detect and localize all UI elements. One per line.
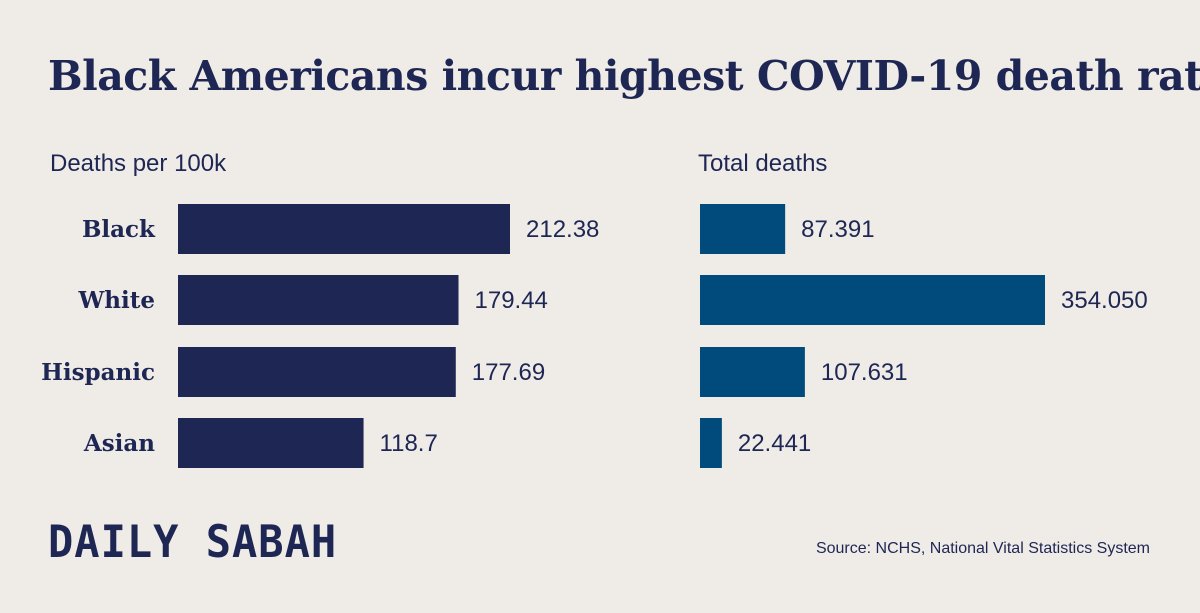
rate-chart-value-hispanic: 177.69 bbox=[472, 359, 545, 386]
total-chart-title: Total deaths bbox=[698, 150, 828, 177]
category-label-hispanic: Hispanic bbox=[41, 359, 155, 386]
rate-chart-value-white: 179.44 bbox=[475, 287, 548, 314]
source-note: Source: NCHS, National Vital Statistics … bbox=[815, 540, 1150, 557]
total-chart-bar-hispanic bbox=[700, 347, 805, 397]
rate-chart-value-black: 212.38 bbox=[526, 216, 599, 243]
total-chart-value-white: 354.050 bbox=[1061, 287, 1148, 314]
rate-chart-bar-black bbox=[178, 204, 510, 254]
category-label-white: White bbox=[77, 287, 155, 314]
total-chart-bar-asian bbox=[700, 418, 722, 468]
total-chart-value-black: 87.391 bbox=[801, 216, 874, 243]
total-chart-bar-white bbox=[700, 275, 1045, 325]
rate-chart-title: Deaths per 100k bbox=[50, 150, 227, 177]
chart-title: Black Americans incur highest COVID-19 d… bbox=[48, 52, 1200, 100]
total-bar-chart: 87.391 354.050 107.631 22.441 bbox=[700, 204, 1148, 468]
total-chart-bar-black bbox=[700, 204, 786, 254]
category-label-black: Black bbox=[82, 216, 156, 243]
category-label-asian: Asian bbox=[83, 430, 155, 457]
rate-chart-value-asian: 118.7 bbox=[380, 430, 438, 457]
daily-sabah-logo: DAILY SABAH bbox=[48, 516, 338, 568]
rate-chart-bar-asian bbox=[178, 418, 364, 468]
rate-chart-bar-white bbox=[178, 275, 459, 325]
rate-chart-bar-hispanic bbox=[178, 347, 456, 397]
rate-bar-chart: 212.38 Black 179.44 White 177.69 Hispanic 118.… bbox=[41, 204, 599, 468]
total-chart-value-asian: 22.441 bbox=[738, 430, 811, 457]
total-chart-value-hispanic: 107.631 bbox=[821, 359, 908, 386]
